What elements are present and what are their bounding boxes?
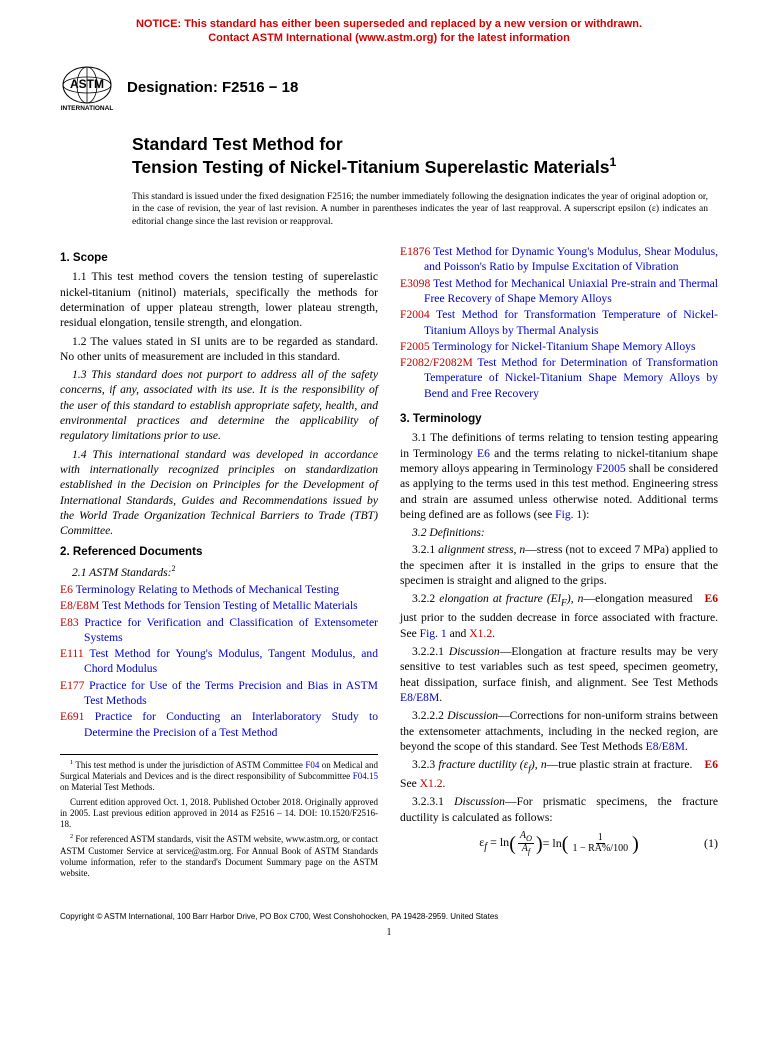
equation-1: εf = ln(AOAf) = ln(11 − RA%/100) (1) — [400, 831, 718, 857]
terminology-heading: 3. Terminology — [400, 411, 718, 426]
designation-label: Designation: — [127, 79, 222, 96]
svg-text:INTERNATIONAL: INTERNATIONAL — [61, 105, 114, 112]
astm-logo: ASTM INTERNATIONAL — [60, 64, 115, 112]
two-column-body: 1. Scope 1.1 This test method covers the… — [60, 244, 718, 882]
equation-number: (1) — [704, 836, 718, 852]
notice-line1: NOTICE: This standard has either been su… — [136, 18, 642, 30]
ref-item[interactable]: E6 Terminology Relating to Methods of Me… — [60, 582, 378, 597]
margin-tag: E6 — [692, 591, 718, 606]
scope-heading: 1. Scope — [60, 250, 378, 265]
title-block: Standard Test Method for Tension Testing… — [132, 134, 718, 180]
ref-item[interactable]: F2005 Terminology for Nickel-Titanium Sh… — [400, 339, 718, 354]
issuance-note: This standard is issued under the fixed … — [132, 191, 718, 228]
def-3-2-2: E6 3.2.2 elongation at fracture (ElF), n… — [400, 591, 718, 641]
ref-item[interactable]: E1876 Test Method for Dynamic Young's Mo… — [400, 244, 718, 275]
ref-item[interactable]: E83 Practice for Verification and Classi… — [60, 615, 378, 646]
title-line-1: Standard Test Method for — [132, 134, 718, 156]
definitions-head: 3.2 Definitions: — [400, 525, 718, 540]
ref-item[interactable]: F2082/F2082M Test Method for Determinati… — [400, 355, 718, 401]
page-container: NOTICE: This standard has either been su… — [0, 0, 778, 958]
notice-line2: Contact ASTM International (www.astm.org… — [208, 32, 570, 44]
disc-3-2-3-1: 3.2.3.1 Discussion—For prismatic specime… — [400, 794, 718, 825]
refs-heading: 2. Referenced Documents — [60, 544, 378, 559]
header-row: ASTM INTERNATIONAL Designation: F2516 − … — [60, 64, 718, 112]
ref-item[interactable]: E3098 Test Method for Mechanical Uniaxia… — [400, 276, 718, 307]
scope-1-2: 1.2 The values stated in SI units are to… — [60, 334, 378, 365]
ref-item[interactable]: E8/E8M Test Methods for Tension Testing … — [60, 598, 378, 613]
disc-3-2-2-1: 3.2.2.1 Discussion—Elongation at fractur… — [400, 644, 718, 705]
svg-text:ASTM: ASTM — [70, 77, 104, 91]
ref-item[interactable]: E111 Test Method for Young's Modulus, Ta… — [60, 646, 378, 677]
title-line-2: Tension Testing of Nickel-Titanium Super… — [132, 155, 718, 179]
page-number: 1 — [60, 927, 718, 938]
copyright: Copyright © ASTM International, 100 Barr… — [60, 912, 718, 921]
left-column: 1. Scope 1.1 This test method covers the… — [60, 244, 378, 882]
notice-banner: NOTICE: This standard has either been su… — [60, 18, 718, 46]
def-3-2-1: 3.2.1 alignment stress, n—stress (not to… — [400, 542, 718, 588]
refs-sub: 2.1 ASTM Standards:2 — [60, 564, 378, 580]
designation-code: F2516 − 18 — [222, 79, 298, 96]
footnote-2: 2 For referenced ASTM standards, visit t… — [60, 833, 378, 879]
scope-1-3: 1.3 This standard does not purport to ad… — [60, 367, 378, 443]
ref-item[interactable]: F2004 Test Method for Transformation Tem… — [400, 307, 718, 338]
def-3-2-3: E6 3.2.3 fracture ductility (εf), n—true… — [400, 757, 718, 791]
footnote-1b: Current edition approved Oct. 1, 2018. P… — [60, 797, 378, 831]
right-column: E1876 Test Method for Dynamic Young's Mo… — [400, 244, 718, 882]
designation: Designation: F2516 − 18 — [127, 79, 298, 96]
footnotes: 1 This test method is under the jurisdic… — [60, 754, 378, 880]
ref-item[interactable]: E177 Practice for Use of the Terms Preci… — [60, 678, 378, 709]
ref-item[interactable]: E691 Practice for Conducting an Interlab… — [60, 709, 378, 740]
scope-1-1: 1.1 This test method covers the tension … — [60, 269, 378, 330]
footnote-1: 1 This test method is under the jurisdic… — [60, 759, 378, 794]
disc-3-2-2-2: 3.2.2.2 Discussion—Corrections for non-u… — [400, 708, 718, 754]
margin-tag: E6 — [692, 757, 718, 772]
scope-1-4: 1.4 This international standard was deve… — [60, 447, 378, 539]
term-3-1: 3.1 The definitions of terms relating to… — [400, 430, 718, 522]
